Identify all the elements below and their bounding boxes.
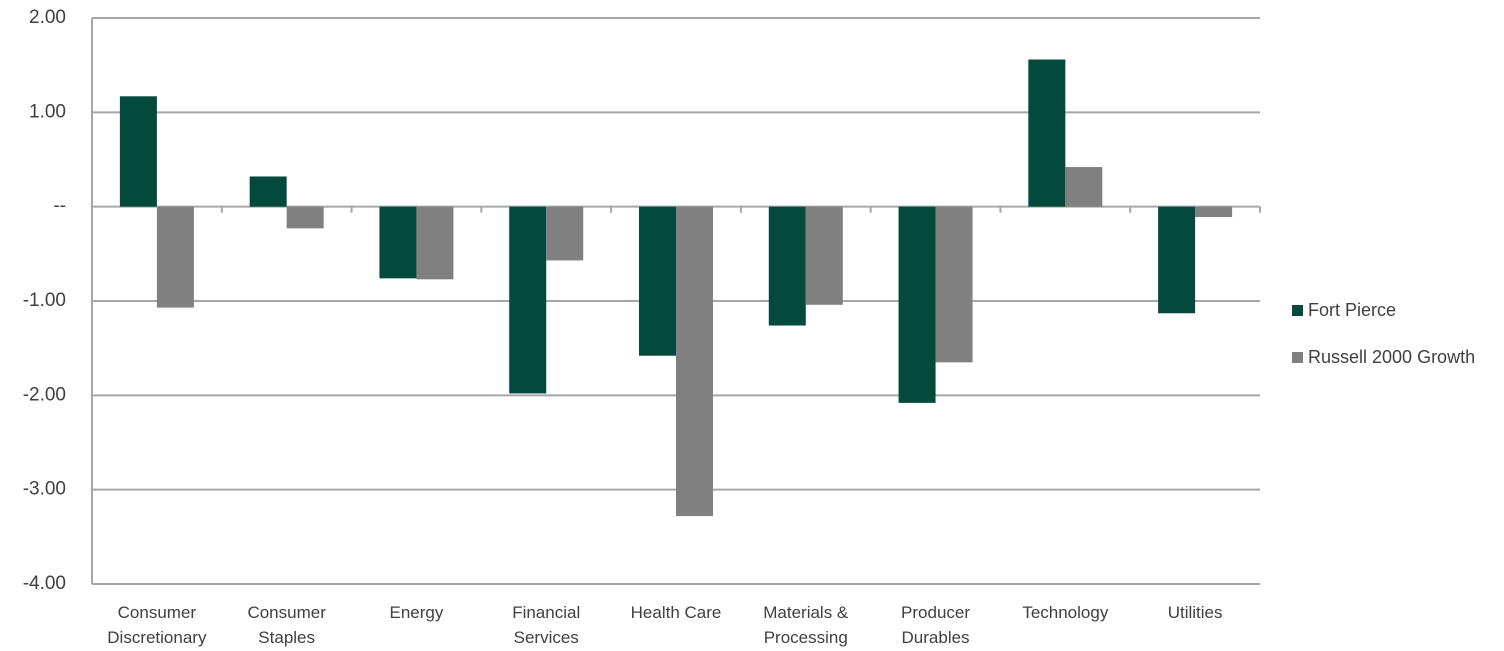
bar bbox=[935, 206, 973, 363]
bar bbox=[805, 206, 843, 305]
bar bbox=[119, 96, 157, 207]
y-tick-label: -2.00 bbox=[23, 384, 66, 405]
y-tick-label: -4.00 bbox=[23, 573, 66, 594]
x-tick-label: Utilities bbox=[1167, 603, 1223, 622]
bar bbox=[1028, 59, 1066, 207]
legend-label: Fort Pierce bbox=[1308, 300, 1397, 320]
y-tick-label: 1.00 bbox=[29, 101, 66, 122]
y-tick-label: -- bbox=[53, 196, 66, 217]
bar bbox=[286, 206, 324, 229]
bar bbox=[416, 206, 454, 280]
bar bbox=[768, 206, 806, 326]
legend-swatch bbox=[1292, 305, 1303, 316]
bar bbox=[1158, 206, 1196, 314]
x-tick-label: Consumer Staples bbox=[247, 603, 326, 647]
bar bbox=[1195, 206, 1233, 218]
bar bbox=[898, 206, 936, 403]
x-tick-label: Energy bbox=[389, 603, 444, 622]
y-tick-label: -3.00 bbox=[23, 479, 66, 500]
bar bbox=[249, 176, 287, 207]
x-tick-label: Technology bbox=[1022, 603, 1109, 622]
x-tick-label: Financial Services bbox=[512, 603, 581, 647]
y-tick-label: 2.00 bbox=[29, 7, 66, 28]
x-tick-label: Consumer Discretionary bbox=[107, 603, 207, 647]
legend-swatch bbox=[1292, 352, 1303, 363]
legend-label: Russell 2000 Growth bbox=[1308, 347, 1476, 367]
bar bbox=[1065, 167, 1103, 207]
bar bbox=[676, 206, 713, 517]
y-tick-label: -1.00 bbox=[23, 290, 66, 311]
bar bbox=[156, 206, 194, 308]
x-tick-label: Materials & Processing bbox=[763, 603, 849, 647]
x-tick-label: Producer Durables bbox=[901, 603, 971, 647]
bar bbox=[639, 206, 676, 356]
bar bbox=[509, 206, 547, 394]
bar bbox=[379, 206, 417, 279]
bar bbox=[546, 206, 584, 261]
x-tick-label: Health Care bbox=[630, 603, 722, 622]
